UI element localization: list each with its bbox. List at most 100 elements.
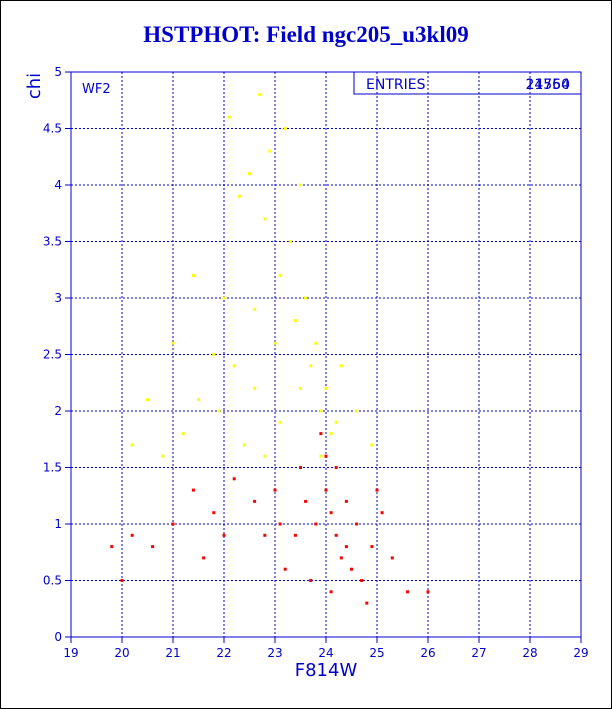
x-axis-label: F814W bbox=[295, 660, 358, 681]
data-point bbox=[263, 533, 267, 537]
data-point bbox=[324, 386, 328, 390]
data-point bbox=[299, 466, 302, 469]
y-tick-label: 2 bbox=[54, 404, 62, 418]
x-tick-label: 26 bbox=[420, 646, 435, 660]
data-point bbox=[273, 341, 277, 345]
y-tick-label: 0.5 bbox=[43, 574, 62, 588]
x-tick-label: 20 bbox=[114, 646, 129, 660]
grid-lines bbox=[70, 71, 582, 638]
data-point bbox=[268, 149, 272, 153]
data-point bbox=[324, 454, 328, 458]
data-point bbox=[299, 386, 302, 390]
data-point bbox=[339, 364, 343, 368]
y-axis-ticks: 0 0.5 1 1.5 2 2.5 3 3.5 4 4.5 5 bbox=[43, 65, 71, 644]
data-point bbox=[222, 533, 226, 537]
x-tick-label: 25 bbox=[369, 646, 384, 660]
x-tick-label: 28 bbox=[522, 646, 537, 660]
data-point bbox=[202, 556, 206, 560]
y-tick-label: 5 bbox=[54, 65, 62, 79]
data-point bbox=[151, 545, 155, 549]
data-point bbox=[334, 466, 338, 469]
x-tick-label: 23 bbox=[267, 646, 282, 660]
data-point bbox=[304, 296, 308, 300]
stats-value-1: 21760 bbox=[525, 77, 570, 93]
y-axis-label: chi bbox=[24, 73, 45, 99]
x-tick-label: 29 bbox=[573, 646, 588, 660]
data-point bbox=[283, 127, 287, 130]
data-point bbox=[344, 545, 348, 549]
data-point bbox=[329, 432, 333, 436]
data-point bbox=[181, 432, 185, 436]
stats-box-border bbox=[353, 71, 582, 95]
data-point bbox=[253, 307, 257, 311]
data-point bbox=[283, 567, 287, 571]
data-point bbox=[293, 319, 297, 323]
data-point bbox=[263, 217, 267, 221]
data-point bbox=[263, 454, 267, 458]
data-point bbox=[360, 579, 364, 582]
y-tick-label: 4.5 bbox=[43, 122, 62, 136]
data-point bbox=[197, 398, 200, 402]
data-point bbox=[171, 522, 175, 526]
data-point bbox=[304, 499, 308, 503]
data-point bbox=[319, 409, 323, 413]
data-point bbox=[334, 533, 338, 537]
series-yellow bbox=[130, 93, 374, 458]
data-point bbox=[426, 590, 430, 594]
data-point bbox=[278, 273, 282, 277]
data-point bbox=[217, 409, 221, 413]
data-point bbox=[319, 432, 323, 436]
stats-label: ENTRIES bbox=[366, 77, 426, 93]
stats-box: ENTRIES 21760 14554 bbox=[353, 71, 582, 95]
data-point bbox=[237, 194, 241, 198]
data-point bbox=[380, 511, 384, 515]
data-point bbox=[253, 499, 257, 503]
data-point bbox=[120, 579, 124, 582]
x-tick-label: 19 bbox=[63, 646, 78, 660]
panel-label: WF2 bbox=[82, 82, 111, 97]
y-tick-label: 0 bbox=[54, 630, 62, 644]
y-tick-label: 4 bbox=[54, 178, 62, 192]
data-point bbox=[329, 590, 333, 594]
data-point bbox=[258, 93, 262, 97]
data-point bbox=[212, 353, 216, 356]
data-point bbox=[314, 341, 318, 345]
data-point bbox=[365, 601, 369, 605]
data-point bbox=[334, 420, 338, 424]
data-point bbox=[390, 556, 394, 560]
y-tick-label: 2.5 bbox=[43, 348, 62, 362]
data-point bbox=[293, 533, 297, 537]
stats-value-2: 14554 bbox=[525, 77, 570, 93]
data-point bbox=[370, 443, 374, 447]
y-tick-label: 3 bbox=[54, 291, 62, 305]
data-point bbox=[350, 567, 353, 571]
x-tick-label: 22 bbox=[216, 646, 231, 660]
data-point bbox=[375, 488, 379, 492]
data-point bbox=[339, 556, 343, 560]
data-point bbox=[232, 477, 236, 481]
y-tick-label: 3.5 bbox=[43, 235, 62, 249]
data-point bbox=[370, 545, 374, 549]
data-point bbox=[309, 364, 313, 368]
chart-title: HSTPHOT: Field ngc205_u3kl09 bbox=[143, 22, 469, 47]
data-point bbox=[406, 590, 410, 594]
data-point bbox=[222, 296, 226, 300]
data-point bbox=[130, 443, 134, 447]
data-point bbox=[130, 533, 134, 537]
x-axis-ticks: 19 20 21 22 23 24 25 26 27 28 29 bbox=[63, 637, 589, 660]
data-point bbox=[248, 172, 251, 176]
data-point bbox=[171, 341, 175, 345]
data-point bbox=[278, 522, 282, 526]
data-point bbox=[253, 386, 257, 390]
data-point bbox=[161, 454, 165, 458]
data-point bbox=[309, 579, 313, 582]
data-point bbox=[324, 488, 328, 492]
y-tick-label: 1.5 bbox=[43, 461, 62, 475]
data-point bbox=[110, 545, 114, 549]
data-point bbox=[146, 398, 149, 402]
data-point bbox=[273, 488, 277, 492]
data-point bbox=[314, 522, 318, 526]
data-point bbox=[191, 488, 195, 492]
data-point bbox=[355, 522, 359, 526]
